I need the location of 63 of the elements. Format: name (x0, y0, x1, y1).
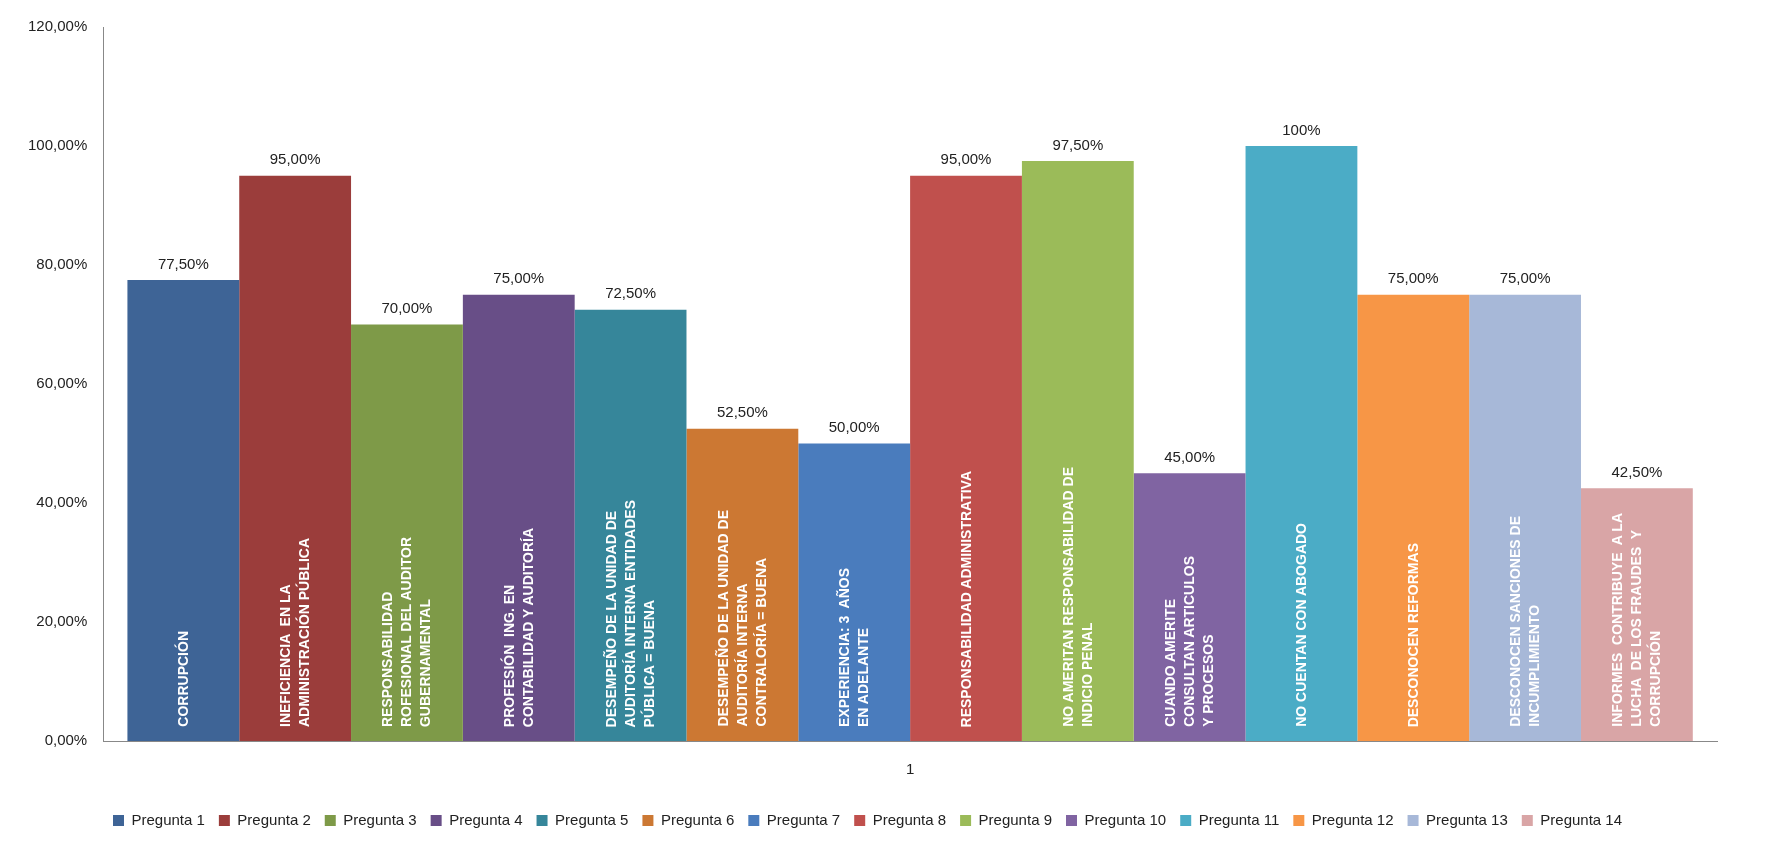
annotation: NO CUENTAN CON ABOGADO (1291, 523, 1310, 727)
bar (1133, 473, 1246, 741)
data-label: 42,50% (1611, 462, 1663, 480)
annotation: CUANDO AMERITE CONSULTAN ARTICULOS Y PROCESOS (1161, 556, 1218, 727)
legend-label: Pregunta 11 (1198, 810, 1280, 828)
legend-label: Pregunta 3 (343, 810, 417, 828)
y-tick-label: 20,00% (36, 612, 88, 630)
legend-label: Pregunta 10 (1084, 810, 1167, 828)
annotation: EXPERIENCIA: 3 AÑOS EN ADELANTE (835, 568, 873, 727)
data-label: 95,00% (940, 150, 992, 168)
bar (910, 175, 1022, 741)
y-tick-label: 100,00% (28, 136, 88, 154)
data-label: 100% (1282, 120, 1321, 138)
data-label: 75,00% (1499, 269, 1551, 287)
annotation: CORRUPCIÓN (173, 631, 192, 727)
legend-label: Pregunta 8 (872, 810, 947, 828)
data-label: 45,00% (1164, 447, 1216, 465)
bar (1469, 294, 1581, 741)
bar (798, 443, 911, 741)
data-label: 75,00% (1387, 269, 1439, 287)
data-label: 75,00% (493, 269, 545, 287)
legend-label: Pregunta 6 (660, 810, 735, 828)
legend-label: Pregunta 13 (1426, 810, 1508, 828)
bar (127, 279, 240, 741)
data-label: 95,00% (269, 150, 321, 168)
bar (1357, 294, 1470, 741)
legend-label: Pregunta 5 (555, 810, 629, 828)
bar (1245, 146, 1358, 741)
data-label: 77,50% (157, 254, 209, 272)
legend-label: Pregunta 1 (131, 810, 205, 828)
y-tick-label: 80,00% (36, 255, 88, 273)
bar (239, 175, 352, 741)
y-tick-label: 40,00% (36, 493, 88, 511)
bar (574, 309, 687, 741)
legend-label: Pregunta 14 (1540, 810, 1623, 828)
data-label: 97,50% (1052, 135, 1104, 153)
bar (462, 294, 575, 741)
legend-label: Pregunta 7 (766, 810, 841, 828)
y-tick-label: 60,00% (36, 374, 88, 392)
y-tick-label: 120,00% (28, 17, 88, 35)
annotation: DESEMPEÑO DE LA UNIDAD DE AUDITORÍA INTERNA ENTIDADES PÚBLICA = BUENA (602, 499, 659, 727)
x-tick-label: 1 (905, 760, 915, 778)
data-label: 72,50% (605, 284, 657, 302)
legend-label: Pregunta 9 (978, 810, 1052, 828)
annotation: DESCONOCEN SANCIONES DE INCUMPLIMIENTO (1506, 516, 1544, 727)
annotation: INEFICIENCIA EN LA ADMINISTRACIÓN PÚBLICA (276, 538, 314, 727)
data-label: 70,00% (381, 299, 433, 317)
annotation: DESCONOCEN REFORMAS (1403, 542, 1422, 727)
bar (1021, 160, 1134, 741)
bar (686, 428, 799, 741)
annotation: INFORMES CONTRIBUYE A LA LUCHA DE LOS FRAUDES Y CORRUPCIÓN (1608, 513, 1665, 727)
legend-label: Pregunta 12 (1311, 810, 1394, 828)
annotation: NO AMERITAN RESPONSABILIDAD DE INDICIO PENAL (1058, 467, 1096, 727)
data-label: 50,00% (828, 418, 880, 436)
annotation: DESEMPEÑO DE LA UNIDAD DE AUDITORÍA INTERNA CONTRALORÍA = BUENA (713, 510, 770, 727)
y-tick-label: 0,00% (44, 731, 88, 749)
annotation: PROFESIÓN ING. EN CONTABILIDAD Y AUDITORÍA (499, 527, 537, 727)
legend-label: Pregunta 2 (237, 810, 311, 828)
data-label: 52,50% (716, 403, 768, 421)
annotation: RESPONSABILIDAD ROFESIONAL DEL AUDITOR GUBERNAMENTAL (378, 536, 435, 727)
legend-label: Pregunta 4 (449, 810, 523, 828)
bar (351, 324, 463, 741)
annotation: RESPONSABILIDAD ADMINISTRATIVA (956, 470, 975, 727)
